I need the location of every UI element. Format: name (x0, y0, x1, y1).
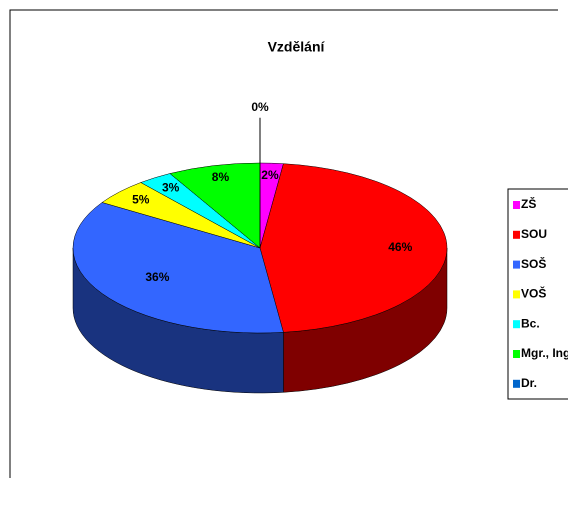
legend-label: Bc. (521, 316, 540, 330)
legend-swatch (513, 230, 520, 239)
pie-slice (259, 163, 448, 333)
legend-label: SOU (521, 227, 547, 241)
data-label: 3% (162, 180, 180, 194)
pie-slice (169, 162, 261, 249)
pie-slice (72, 202, 284, 334)
legend-swatch (513, 320, 520, 329)
legend-swatch (513, 260, 520, 269)
legend-swatch (513, 290, 520, 299)
data-label: 5% (132, 192, 150, 206)
legend-swatch (513, 350, 520, 358)
legend-label: SOŠ (521, 256, 546, 271)
chart-frame (9, 9, 558, 478)
legend-label: Dr. (521, 376, 537, 390)
legend-swatch (513, 201, 520, 209)
legend-label: Mgr., Ing (521, 346, 568, 360)
data-label: 46% (388, 240, 412, 254)
chart-title: Vzdělání (268, 39, 326, 55)
legend-swatch (513, 379, 520, 388)
legend-label: ZŠ (521, 196, 536, 211)
data-label: 36% (145, 270, 169, 284)
data-label: 2% (261, 168, 279, 182)
legend-label: VOŠ (521, 286, 546, 301)
data-label: 0% (251, 100, 269, 114)
data-label: 8% (212, 170, 230, 184)
